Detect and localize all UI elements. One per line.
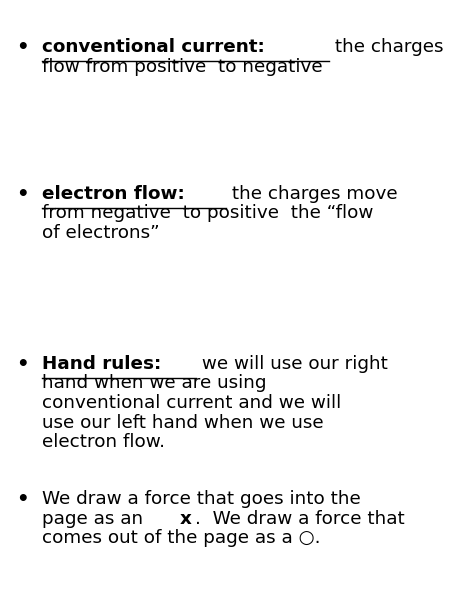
Text: •: • — [16, 490, 28, 509]
Text: electron flow.: electron flow. — [42, 433, 165, 451]
Text: of electrons”: of electrons” — [42, 224, 160, 242]
Text: conventional current:: conventional current: — [42, 38, 265, 56]
Text: conventional current and we will: conventional current and we will — [42, 394, 341, 412]
Text: use our left hand when we use: use our left hand when we use — [42, 413, 324, 431]
Text: from negative  to positive  the “flow: from negative to positive the “flow — [42, 205, 374, 223]
Text: the charges: the charges — [329, 38, 444, 56]
Text: We draw a force that goes into the: We draw a force that goes into the — [42, 490, 361, 508]
Text: •: • — [16, 185, 28, 204]
Text: •: • — [16, 38, 28, 57]
Text: hand when we are using: hand when we are using — [42, 374, 266, 392]
Text: .  We draw a force that: . We draw a force that — [195, 509, 405, 527]
Text: Hand rules:: Hand rules: — [42, 355, 161, 373]
Text: x: x — [180, 509, 192, 527]
Text: flow from positive  to negative: flow from positive to negative — [42, 58, 323, 76]
Text: electron flow:: electron flow: — [42, 185, 185, 203]
Text: page as an: page as an — [42, 509, 149, 527]
Text: •: • — [16, 355, 28, 374]
Text: the charges move: the charges move — [226, 185, 398, 203]
Text: we will use our right: we will use our right — [196, 355, 388, 373]
Text: comes out of the page as a ○.: comes out of the page as a ○. — [42, 529, 320, 547]
